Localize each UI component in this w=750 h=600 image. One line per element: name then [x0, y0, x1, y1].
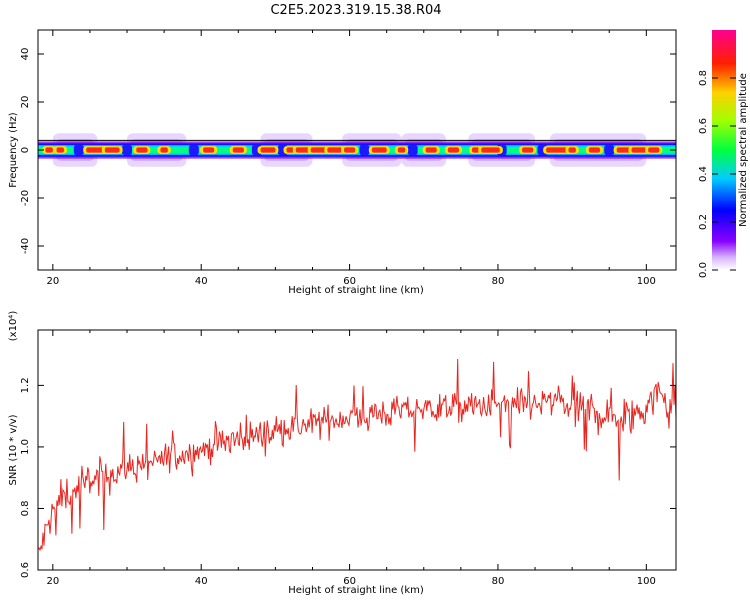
spectrogram-hot-red — [260, 147, 276, 153]
spectrogram-hot-red — [522, 147, 534, 153]
snr-x-tick-label: 40 — [195, 576, 208, 587]
spectrogram-dropout — [122, 144, 133, 156]
spectrogram-y-tick-label: 20 — [20, 96, 31, 109]
spectrogram-dropout — [604, 144, 615, 156]
spectrogram-hot-red — [648, 147, 660, 153]
snr-x-tick-label: 20 — [46, 576, 59, 587]
spectrogram-x-label: Height of straight line (km) — [288, 285, 424, 296]
snr-series-line — [38, 358, 676, 552]
spectrogram-x-tick-label: 80 — [492, 276, 505, 287]
spectrogram-hot-red — [327, 147, 343, 153]
spectrogram-hot-red — [568, 147, 576, 153]
spectrogram-hot-red — [471, 147, 480, 153]
spectrogram-hot-red — [546, 147, 569, 153]
spectrogram-x-ticks: 20 40 60 80 100 — [46, 30, 656, 287]
spectrogram-hot-red — [616, 147, 632, 153]
spectrogram-y-tick-label: -40 — [20, 238, 31, 254]
spectrogram-x-tick-label: 40 — [195, 276, 208, 287]
snr-x-tick-label: 100 — [637, 576, 656, 587]
spectrogram-hot-red — [344, 147, 356, 153]
colorbar-tick-label: 0.4 — [698, 166, 709, 182]
spectrogram-hot-red — [588, 147, 600, 153]
snr-exponent-label: (x10⁴) — [8, 311, 19, 342]
colorbar-tick-label: 0.8 — [698, 70, 709, 86]
spectrogram-hot-red — [425, 147, 437, 153]
spectrogram-hot-red — [45, 147, 53, 153]
spectrogram-area — [38, 133, 676, 167]
spectrogram-x-tick-label: 60 — [343, 276, 356, 287]
snr-x-label: Height of straight line (km) — [288, 585, 424, 596]
colorbar-tick-label: 0.0 — [698, 262, 709, 278]
spectrogram-hot-red — [56, 147, 64, 153]
spectrogram-y-tick-label: 40 — [20, 48, 31, 61]
colorbar-tick-label: 0.6 — [698, 118, 709, 134]
spectrogram-hot-red — [160, 147, 168, 153]
snr-y-tick-label: 1.2 — [20, 377, 31, 393]
snr-frame — [37, 329, 677, 571]
spectrogram-hot-red — [481, 147, 500, 153]
colorbar-ticks: 0.0 0.2 0.4 0.6 0.8 — [698, 70, 736, 278]
snr-y-tick-label: 1.0 — [20, 439, 31, 455]
snr-y-tick-label: 0.8 — [20, 501, 31, 517]
snr-plot-area — [38, 358, 676, 552]
spectrogram-hot-red — [447, 147, 460, 153]
spectrogram-x-tick-label: 100 — [637, 276, 656, 287]
spectrogram-hot-red — [104, 147, 120, 153]
snr-x-tick-label: 80 — [492, 576, 505, 587]
colorbar-gradient — [712, 30, 736, 270]
colorbar-tick-label: 0.2 — [698, 214, 709, 230]
snr-y-label: SNR (10 * v/v) — [8, 414, 19, 485]
snr-y-ticks: 1.2 1.0 0.8 0.6 — [20, 377, 676, 578]
spectrogram-hot-red — [136, 147, 148, 153]
spectrogram-hot-red — [631, 147, 647, 153]
spectrogram-x-tick-label: 20 — [46, 276, 59, 287]
spectrogram-hot-red — [232, 147, 244, 153]
spectrogram-hot-red — [203, 147, 215, 153]
snr-y-tick-label: 0.6 — [20, 562, 31, 578]
colorbar: 0.0 0.2 0.4 0.6 0.8 Normalized spectral ampl… — [698, 30, 749, 278]
spectrogram-y-tick-label: -20 — [20, 190, 31, 206]
spectrogram-hot-red — [286, 147, 294, 153]
colorbar-label: Normalized spectral amplitude — [738, 73, 749, 227]
spectrogram-hot-red — [371, 147, 387, 153]
spectrogram-dropout — [188, 144, 199, 156]
spectrogram-dropout — [407, 144, 418, 156]
spectrogram-hot-red — [397, 147, 406, 153]
spectrogram-dropout — [359, 144, 370, 156]
snr-panel: 20 40 60 80 100 1.2 1.0 0.8 0.6 Height of strai… — [8, 311, 677, 596]
snr-x-ticks: 20 40 60 80 100 — [46, 330, 656, 587]
snr-x-tick-label: 60 — [343, 576, 356, 587]
spectrogram-y-tick-label: 0 — [20, 147, 31, 153]
spectrogram-y-label: Frequency (Hz) — [8, 112, 19, 188]
figure-title: C2E5.2023.319.15.38.R04 — [270, 3, 441, 18]
spectrogram-dropout — [73, 144, 84, 156]
spectrogram-panel: 20 40 60 80 100 40 20 0 -20 -40 Height of straig… — [8, 29, 677, 296]
spectrogram-y-ticks: 40 20 0 -20 -40 — [20, 48, 676, 254]
